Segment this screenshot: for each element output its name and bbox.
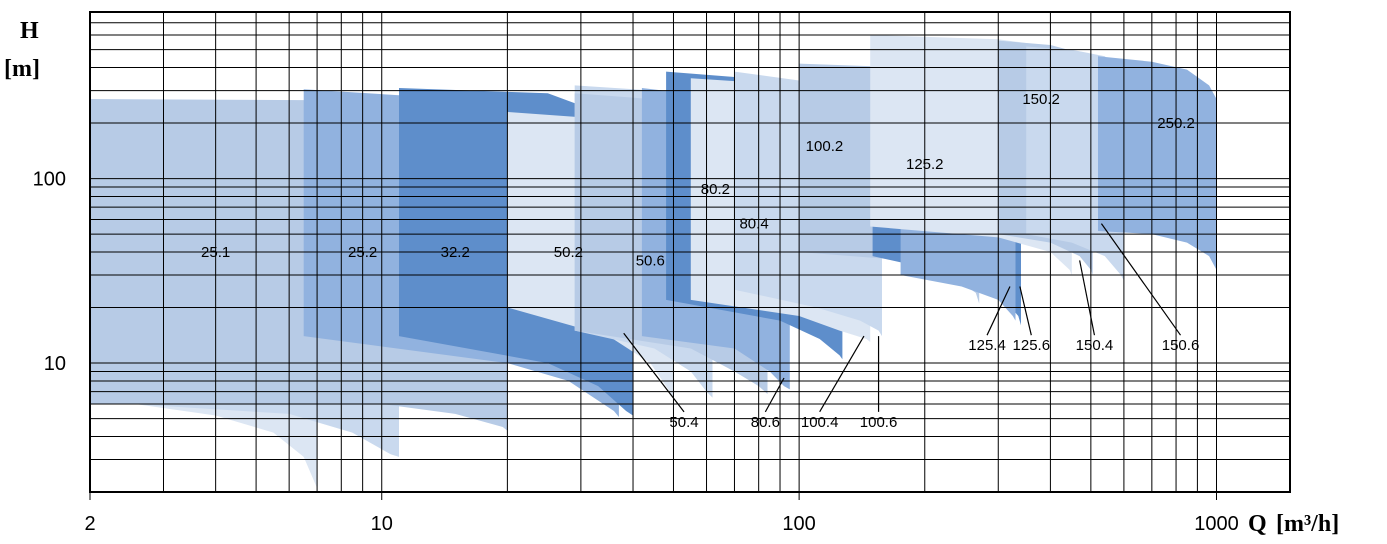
series-label-125.2: 125.2: [906, 156, 944, 173]
series-label-150.2: 150.2: [1022, 91, 1060, 108]
pump-curve-areas: [90, 35, 1217, 489]
leader-line-150.6: [1100, 223, 1182, 336]
x-tick-label: 1000: [1194, 513, 1239, 535]
y-tick-label: 100: [33, 169, 66, 191]
series-label-50.6: 50.6: [636, 252, 665, 269]
series-label-32.2: 32.2: [441, 244, 470, 261]
series-area-250.2: [1098, 56, 1217, 270]
x-axis-unit: [m³/h]: [1276, 511, 1339, 537]
x-tick-label: 100: [782, 513, 815, 535]
y-axis-label: H: [20, 18, 39, 44]
series-label-50.2: 50.2: [554, 244, 583, 261]
series-label-150.4: 150.4: [1076, 337, 1114, 354]
series-label-100.6: 100.6: [860, 414, 898, 431]
series-label-125.4: 125.4: [968, 337, 1006, 354]
series-label-80.6: 80.6: [751, 414, 780, 431]
series-label-125.6: 125.6: [1013, 337, 1051, 354]
y-tick-labels: 10 100: [33, 169, 66, 375]
y-tick-label: 10: [44, 353, 66, 375]
series-label-100.2: 100.2: [806, 138, 844, 155]
x-tick-label: 10: [371, 513, 393, 535]
series-label-80.2: 80.2: [701, 181, 730, 198]
label-leader-lines: [623, 223, 1182, 413]
leader-line-50.4: [623, 332, 685, 413]
leader-line-125.6: [1019, 286, 1032, 336]
series-label-80.4: 80.4: [739, 216, 768, 233]
leader-line-100.4: [819, 335, 865, 413]
series-label-50.4: 50.4: [669, 414, 698, 431]
x-tick-labels: 2 10 100 1000: [84, 492, 1239, 535]
y-axis-unit: [m]: [4, 56, 40, 82]
x-axis-label: Q: [1248, 511, 1267, 537]
series-label-25.1: 25.1: [201, 244, 230, 261]
leader-line-80.6: [764, 377, 785, 413]
series-label-100.4: 100.4: [801, 414, 839, 431]
series-label-25.2: 25.2: [348, 244, 377, 261]
leader-line-125.4: [986, 286, 1011, 336]
grid-lines: [90, 12, 1290, 492]
x-tick-label: 2: [84, 513, 95, 535]
plot-frame: [89, 11, 1291, 493]
leader-line-150.4: [1079, 260, 1096, 336]
series-label-150.6: 150.6: [1162, 337, 1200, 354]
series-label-250.2: 250.2: [1157, 115, 1195, 132]
pump-curve-labels: 25.1 25.2 32.2 50.2 50.4 50.6 80.2 80.4 80.6 100.…: [201, 91, 1199, 431]
